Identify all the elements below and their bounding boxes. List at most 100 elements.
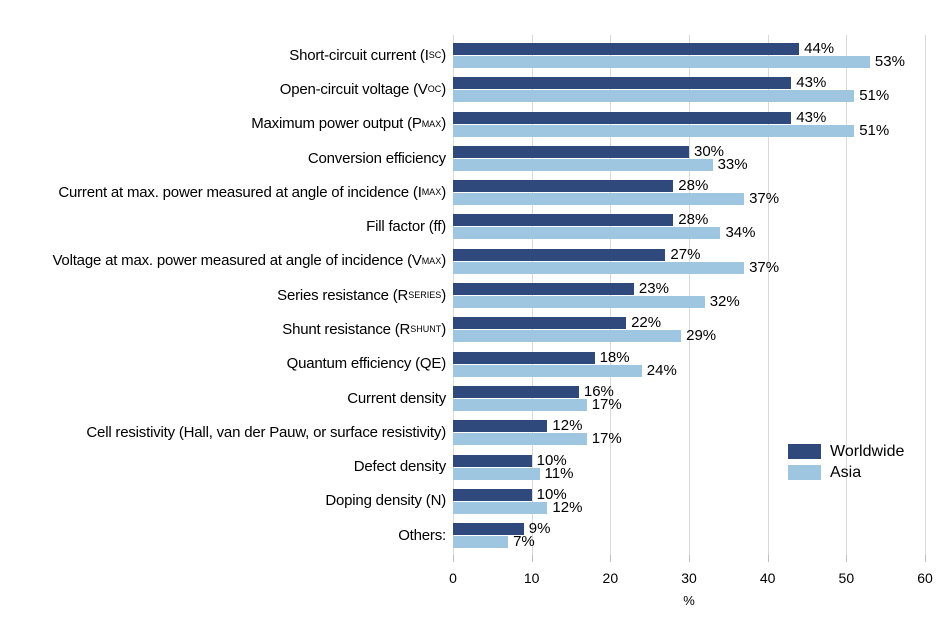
category-label: Current density <box>0 386 446 411</box>
bar-line: 44% <box>453 40 925 57</box>
bar-line: 22% <box>453 315 925 330</box>
value-label: 51% <box>859 121 890 139</box>
asia-bar <box>453 296 705 309</box>
category-label-text: Quantum efficiency (QE) <box>286 355 447 373</box>
chart-row: Cell resistivity (Hall, van der Pauw, or… <box>0 417 925 448</box>
bar-line: 7% <box>453 534 925 549</box>
worldwide-bar <box>453 523 524 536</box>
value-label: 27% <box>670 245 701 263</box>
bar-line: 23% <box>453 280 925 298</box>
category-label-subscript: MAX <box>421 118 442 129</box>
asia-bar <box>453 398 587 411</box>
value-label: 53% <box>874 53 905 70</box>
asia-legend-swatch <box>788 465 821 480</box>
category-label-text: ) <box>441 321 446 338</box>
bar-line: 53% <box>453 53 925 70</box>
legend-entry-label: Asia <box>830 464 862 481</box>
asia-bar <box>453 193 745 206</box>
bar-line: 51% <box>453 87 925 105</box>
bar-line: 33% <box>453 157 925 172</box>
legend-entry: Worldwide <box>788 444 904 460</box>
category-label-text: Series resistance (R <box>277 286 409 304</box>
bar-group: 30% 33% <box>453 142 925 172</box>
bar-line: 30% <box>453 142 925 160</box>
category-label-text: Open-circuit voltage (V <box>279 80 428 98</box>
category-label-text: Defect density <box>353 458 446 476</box>
category-label: Quantum efficiency (QE) <box>0 352 447 377</box>
gridline <box>925 35 926 555</box>
value-label: 17% <box>591 395 622 413</box>
value-label: 11% <box>544 464 574 482</box>
asia-bar <box>453 433 587 446</box>
category-label-text: Shunt resistance (R <box>282 321 411 338</box>
value-label: 24% <box>646 361 677 379</box>
axis-tick-label: 10 <box>523 570 540 586</box>
worldwide-bar <box>453 248 666 261</box>
value-label: 51% <box>859 87 890 105</box>
category-label-text: Conversion efficiency <box>307 149 446 167</box>
chart-row: Series resistance (R SERIES) 23% 32% <box>0 280 925 309</box>
value-label: 17% <box>591 430 622 448</box>
value-label: 34% <box>725 224 756 242</box>
worldwide-legend-swatch <box>788 444 821 459</box>
chart-row: Quantum efficiency (QE) 18% 24% <box>0 350 925 379</box>
bar-group: 10% 11% <box>453 453 925 482</box>
chart-row: Shunt resistance (R SHUNT) 22% 29% <box>0 315 925 345</box>
category-label: Voltage at max. power measured at angle … <box>0 249 446 274</box>
category-label: Defect density <box>0 455 446 480</box>
category-label: Shunt resistance (R SHUNT) <box>0 317 446 342</box>
chart-row: Others: 9% 7% <box>0 521 925 549</box>
chart-row: Maximum power output (P MAX) 43% 51% <box>0 110 925 139</box>
bar-line: 34% <box>453 224 925 242</box>
value-label: 12% <box>552 417 583 435</box>
category-label-text: Current at max. power measured at angle … <box>58 183 422 201</box>
value-label: 37% <box>749 258 780 276</box>
bar-group: 22% 29% <box>453 315 925 345</box>
worldwide-bar <box>453 283 634 296</box>
category-label: Others: <box>0 523 446 548</box>
category-label-subscript: MAX <box>421 187 442 198</box>
value-label: 28% <box>678 211 709 229</box>
asia-bar <box>453 158 713 171</box>
category-label-subscript: SERIES <box>408 290 442 301</box>
worldwide-bar <box>453 43 800 55</box>
axis-tick-label: 30 <box>681 570 697 586</box>
bar-line: 10% <box>453 487 925 502</box>
value-label: 29% <box>686 327 717 345</box>
bar-line: 16% <box>453 382 925 400</box>
value-label: 16% <box>583 382 614 400</box>
worldwide-bar <box>453 145 689 158</box>
asia-bar <box>453 536 509 549</box>
asia-bar <box>453 364 642 377</box>
bar-line: 51% <box>453 121 925 139</box>
gridline <box>846 35 848 555</box>
category-label-text: Doping density (N) <box>325 492 446 510</box>
bar-line: 37% <box>453 258 925 276</box>
category-label-subscript: SHUNT <box>410 324 442 335</box>
value-label: 44% <box>804 40 835 57</box>
axis-tick-label: 60 <box>917 570 933 586</box>
chart-row: Voltage at max. power measured at angle … <box>0 245 925 276</box>
value-label: 30% <box>694 142 725 160</box>
category-label-text: ) <box>441 183 446 201</box>
bar-line: 17% <box>453 395 925 413</box>
bar-line: 11% <box>453 464 925 482</box>
bar-line: 29% <box>453 327 925 345</box>
chart-row: Current density 16% 17% <box>0 382 925 413</box>
bar-line: 17% <box>453 430 925 448</box>
asia-bar <box>453 227 721 240</box>
worldwide-bar <box>453 351 595 364</box>
bar-line: 43% <box>453 110 925 125</box>
worldwide-bar <box>453 454 532 467</box>
category-label: Doping density (N) <box>0 489 446 514</box>
value-label: 23% <box>638 280 669 298</box>
category-label-text: Cell resistivity (Hall, van der Pauw, or… <box>86 423 446 441</box>
bar-group: 28% 37% <box>453 178 925 206</box>
chart-row: Conversion efficiency 30% 33% <box>0 142 925 172</box>
worldwide-bar <box>453 77 792 90</box>
value-label: 43% <box>796 74 827 92</box>
bar-line: 9% <box>453 521 925 536</box>
bar-line: 28% <box>453 211 925 229</box>
category-label-subscript: OC <box>427 84 442 95</box>
